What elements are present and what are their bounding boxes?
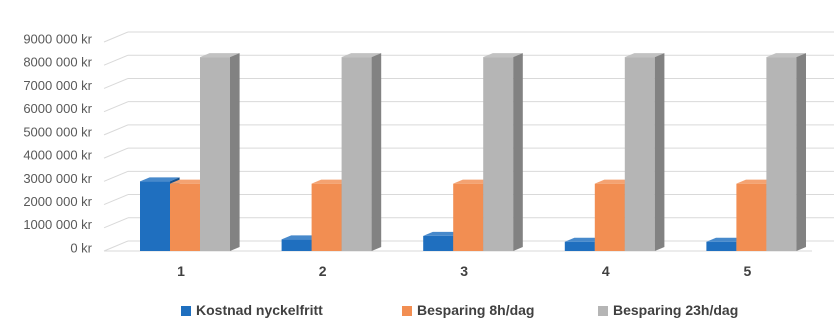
bar-front [766,57,797,251]
gridline-slant [103,77,129,89]
bar-front [140,181,170,251]
y-tick-label: 8000 000 kr [23,55,92,70]
gridline-slant [103,170,129,182]
bar-side [371,53,382,251]
bar [341,53,382,251]
bar-side [513,53,523,251]
bar [624,53,665,251]
bar-side [796,53,806,251]
y-tick-label: 0 kr [70,240,92,255]
x-axis-tick-labels: 1 2 3 4 5 [177,263,751,279]
gridline-slant [103,240,129,252]
legend-label: Kostnad nyckelfritt [196,302,323,318]
y-axis-tick-labels: 0 kr 1000 000 kr 2000 000 kr 3000 000 kr 400… [23,31,92,255]
bar-top [594,179,635,184]
bar [200,53,240,251]
bar-top [200,53,240,58]
bar-front [624,57,655,251]
legend-swatch [402,306,412,316]
x-tick-label: 2 [319,263,327,279]
gridline-slant [103,31,129,43]
gridline-slant [103,147,129,159]
bar-side [230,53,240,251]
bar-top [281,235,322,240]
bar-top [483,53,523,58]
legend-label: Besparing 8h/dag [417,302,534,318]
bar-front [281,239,312,251]
y-tick-label: 2000 000 kr [23,194,92,209]
bar-front [423,235,454,251]
bar-top [453,179,493,184]
bar-top [706,237,746,242]
bar-top [341,53,382,58]
y-tick-label: 3000 000 kr [23,171,92,186]
bar-front [736,183,767,251]
legend-item: Besparing 23h/dag [598,302,738,318]
bar [483,53,523,251]
legend-label: Besparing 23h/dag [613,302,738,318]
bar-top [423,231,463,236]
gridline-slant [103,101,129,113]
bar-front [483,57,514,251]
y-tick-label: 6000 000 kr [23,101,92,116]
bar-top [140,177,180,182]
x-tick-label: 5 [744,263,752,279]
gridline-slant [103,194,129,206]
gridline-slant [103,124,129,136]
bars [140,53,806,251]
x-tick-label: 1 [177,263,185,279]
bar-front [594,183,625,251]
bar-top [736,179,776,184]
bar-front [706,241,737,251]
y-tick-label: 5000 000 kr [23,124,92,139]
legend-swatch [181,306,191,316]
x-tick-label: 4 [602,263,610,279]
bar-top [170,179,210,184]
bar-front [311,183,342,251]
x-tick-label: 3 [460,263,468,279]
bar-front [564,241,595,251]
legend-item: Kostnad nyckelfritt [181,302,323,318]
bar-side [654,53,665,251]
gridline-slant [103,54,129,66]
bar-front [170,183,200,251]
bar-front [200,57,230,251]
y-tick-label: 7000 000 kr [23,78,92,93]
bar-front [341,57,372,251]
legend-item: Besparing 8h/dag [402,302,534,318]
bar [766,53,806,251]
y-tick-label: 1000 000 kr [23,217,92,232]
bar-top [766,53,806,58]
bar-top [311,179,352,184]
y-tick-label: 4000 000 kr [23,148,92,163]
bar-top [564,237,605,242]
legend-swatch [598,306,608,316]
gridline-slant [103,217,129,229]
bar-top [624,53,665,58]
y-tick-label: 9000 000 kr [23,31,92,46]
legend: Kostnad nyckelfritt Besparing 8h/dag Bespa… [181,302,738,318]
bar-front [453,183,484,251]
